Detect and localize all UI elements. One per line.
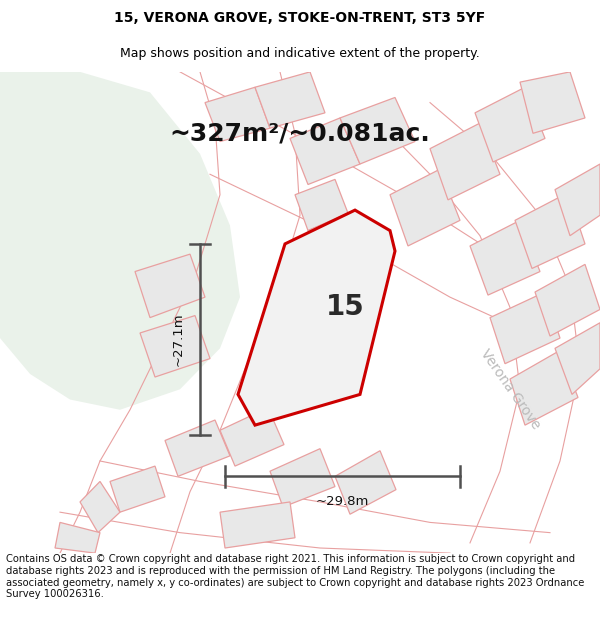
- Polygon shape: [0, 72, 240, 410]
- Polygon shape: [390, 169, 460, 246]
- Polygon shape: [140, 316, 210, 377]
- Polygon shape: [205, 88, 270, 141]
- Polygon shape: [535, 264, 600, 336]
- Polygon shape: [510, 351, 578, 425]
- Polygon shape: [308, 213, 362, 264]
- Polygon shape: [555, 164, 600, 236]
- Polygon shape: [475, 88, 545, 162]
- Polygon shape: [270, 449, 335, 507]
- Polygon shape: [430, 123, 500, 200]
- Polygon shape: [238, 210, 395, 425]
- Polygon shape: [220, 408, 284, 466]
- Polygon shape: [555, 322, 600, 394]
- Polygon shape: [470, 221, 540, 295]
- Text: Contains OS data © Crown copyright and database right 2021. This information is : Contains OS data © Crown copyright and d…: [6, 554, 584, 599]
- Polygon shape: [255, 72, 325, 128]
- Text: 15: 15: [326, 293, 365, 321]
- Polygon shape: [135, 254, 205, 318]
- Text: Map shows position and indicative extent of the property.: Map shows position and indicative extent…: [120, 48, 480, 61]
- Polygon shape: [335, 451, 396, 514]
- Polygon shape: [490, 292, 560, 364]
- Polygon shape: [220, 502, 295, 548]
- Polygon shape: [165, 420, 230, 476]
- Polygon shape: [110, 466, 165, 512]
- Polygon shape: [520, 72, 585, 133]
- Polygon shape: [55, 522, 100, 553]
- Polygon shape: [80, 481, 120, 532]
- Text: ~327m²/~0.081ac.: ~327m²/~0.081ac.: [170, 121, 430, 145]
- Polygon shape: [515, 192, 585, 269]
- Polygon shape: [295, 179, 348, 231]
- Text: ~29.8m: ~29.8m: [316, 496, 369, 508]
- Text: Verona Grove: Verona Grove: [477, 347, 543, 432]
- Text: 15, VERONA GROVE, STOKE-ON-TRENT, ST3 5YF: 15, VERONA GROVE, STOKE-ON-TRENT, ST3 5Y…: [115, 11, 485, 25]
- Text: ~27.1m: ~27.1m: [172, 313, 185, 366]
- Polygon shape: [340, 98, 415, 164]
- Polygon shape: [290, 118, 360, 184]
